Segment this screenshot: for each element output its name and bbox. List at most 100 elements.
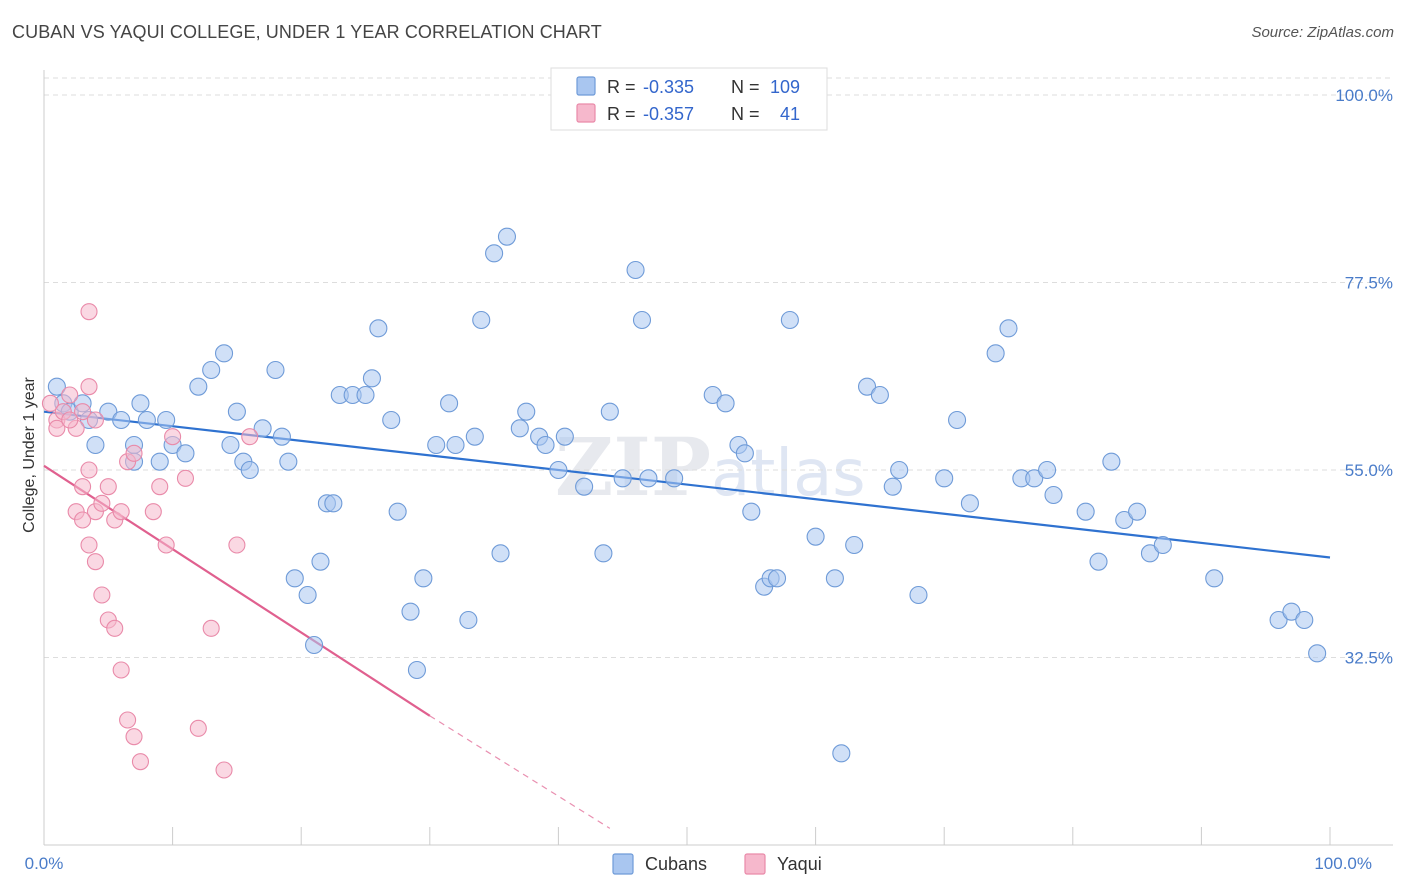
gridlines [44,77,1393,658]
tick-labels: 32.5% 55.0% 77.5% 100.0% 0.0% 100.0% [25,86,1393,873]
point-cubans [600,402,619,421]
point-yaqui [86,411,104,429]
legend-r-label-yaqui: R = [607,104,636,124]
point-yaqui [125,444,143,462]
point-cubans [401,602,420,621]
point-yaqui [125,728,143,746]
chart-title: CUBAN VS YAQUI COLLEGE, UNDER 1 YEAR COR… [12,22,602,42]
point-yaqui [144,503,162,521]
point-cubans [742,502,761,521]
point-cubans [1205,569,1224,588]
bottom-legend-label-yaqui: Yaqui [777,854,822,874]
point-yaqui [74,478,92,496]
bottom-legend-label-cubans: Cubans [645,854,707,874]
legend-r-value-yaqui: -0.357 [643,104,694,124]
point-cubans [575,477,594,496]
point-cubans [780,310,799,330]
point-cubans [279,452,298,471]
point-cubans [767,569,787,588]
point-cubans [1128,502,1147,521]
point-cubans [465,427,484,446]
legend-n-value-yaqui: 41 [780,104,800,124]
point-cubans [266,360,285,380]
data-points [41,227,1327,779]
point-cubans [356,385,375,405]
point-yaqui [119,711,137,729]
point-cubans [227,402,246,421]
point-cubans [1115,510,1134,530]
legend-r-label-cubans: R = [607,77,636,97]
point-cubans [986,344,1005,363]
point-cubans [150,452,169,471]
point-cubans [459,610,478,630]
point-yaqui [61,411,79,429]
point-cubans [253,419,272,438]
point-cubans [311,552,330,571]
point-cubans [703,385,722,405]
point-yaqui [41,394,59,412]
point-cubans [362,369,381,388]
point-cubans [1308,644,1327,663]
legend-box: R = -0.335 N = 109 R = -0.357 N = 41 [550,67,828,131]
point-cubans [1295,610,1314,630]
point-cubans [1153,535,1172,555]
point-yaqui [80,303,98,321]
point-yaqui [93,586,111,604]
point-cubans [845,535,864,555]
point-cubans [1038,460,1057,480]
point-cubans [999,319,1018,338]
point-cubans [407,660,426,680]
point-yaqui [99,478,117,496]
point-cubans [665,469,684,488]
point-yaqui [93,494,111,512]
bottom-legend: Cubans Yaqui [612,853,822,875]
point-cubans [485,244,504,263]
point-cubans [883,477,902,496]
point-cubans [285,569,304,588]
legend-n-value-cubans: 109 [770,77,800,97]
y-tick-label: 100.0% [1335,86,1393,105]
point-cubans [806,527,825,546]
point-yaqui [228,536,246,554]
point-cubans [549,460,568,480]
point-yaqui [176,469,195,487]
point-cubans [639,469,658,488]
point-yaqui [61,386,79,404]
point-cubans [948,410,967,430]
point-yaqui [80,461,98,479]
point-cubans [472,310,491,330]
point-cubans [1102,452,1121,471]
bottom-legend-swatch-yaqui [744,853,766,875]
point-cubans [427,435,446,455]
point-cubans [324,494,343,513]
legend-swatch-cubans [576,76,596,96]
point-cubans [369,319,388,338]
point-cubans [497,227,517,246]
legend-n-label-yaqui: N = [731,104,760,124]
point-cubans [909,585,928,605]
point-cubans [510,419,529,438]
point-yaqui [164,428,182,446]
point-yaqui [80,378,98,396]
point-cubans [935,469,954,488]
point-yaqui [131,753,149,771]
chart-source: Source: ZipAtlas.com [1251,24,1394,41]
point-yaqui [157,536,175,554]
y-tick-label: 55.0% [1345,461,1393,480]
x-tick-label: 100.0% [1314,854,1372,873]
point-cubans [272,427,291,446]
trend-extension-yaqui [429,715,611,829]
point-cubans [1044,485,1063,505]
point-cubans [832,744,851,763]
point-cubans [1269,610,1288,630]
point-cubans [825,569,844,588]
point-cubans [735,444,754,463]
point-cubans [221,435,240,455]
point-yaqui [80,536,98,554]
point-yaqui [241,428,259,446]
point-cubans [1025,469,1044,488]
legend-swatch-yaqui [576,103,596,123]
point-yaqui [74,511,92,529]
point-cubans [214,344,234,363]
